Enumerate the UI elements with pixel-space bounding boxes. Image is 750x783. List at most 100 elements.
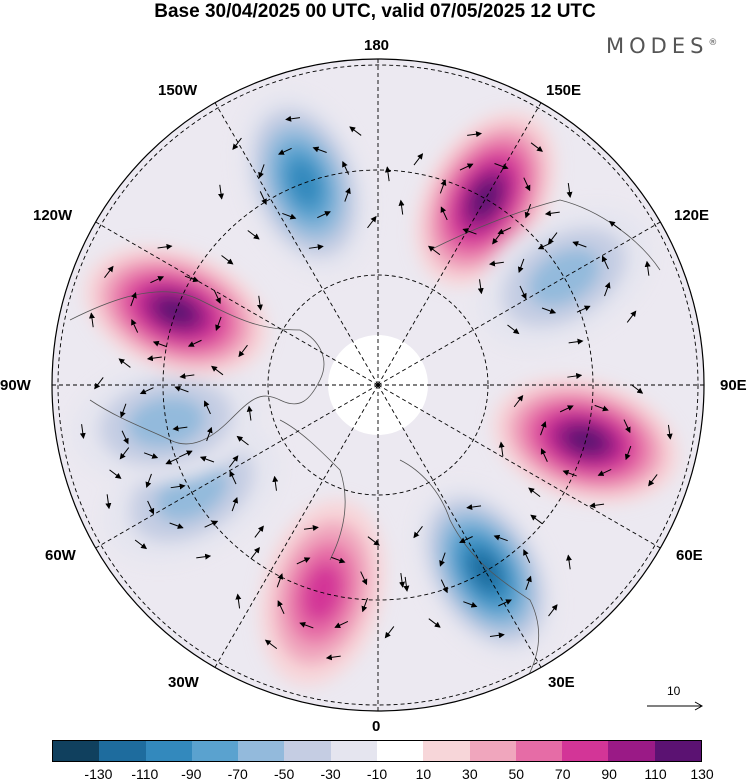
colorbar bbox=[52, 740, 702, 762]
colorbar-bin bbox=[608, 741, 655, 761]
wind-arrow bbox=[344, 187, 351, 202]
lon-label-60e: 60E bbox=[676, 547, 703, 564]
wind-arrow bbox=[303, 525, 319, 531]
wind-arrow bbox=[259, 191, 267, 205]
wind-vectors bbox=[79, 115, 673, 661]
colorbar-bin bbox=[53, 741, 100, 761]
lon-label-0: 0 bbox=[372, 718, 381, 735]
wind-arrow bbox=[118, 358, 131, 368]
wind-arrow bbox=[246, 405, 253, 421]
wind-arrow bbox=[623, 419, 631, 434]
wind-arrow bbox=[523, 177, 531, 192]
wind-arrow bbox=[361, 597, 368, 613]
wind-arrow bbox=[459, 536, 473, 544]
wind-arrow bbox=[399, 572, 406, 588]
positive-anomaly-contour bbox=[470, 179, 501, 218]
colorbar-bin bbox=[423, 741, 470, 761]
colorbar-bin bbox=[376, 741, 424, 761]
negative-anomaly-contour bbox=[287, 159, 322, 207]
wind-arrow bbox=[256, 295, 263, 311]
wind-arrow bbox=[94, 377, 104, 390]
wind-arrow bbox=[221, 255, 234, 265]
modes-logo: MODES® bbox=[606, 34, 718, 58]
reference-vector: 10 bbox=[645, 684, 705, 714]
wind-arrow bbox=[206, 426, 213, 442]
wind-arrow bbox=[477, 279, 484, 295]
lon-label-120w: 120W bbox=[33, 207, 73, 224]
latitude-circle bbox=[267, 274, 489, 496]
colorbar-bin bbox=[191, 741, 239, 761]
wind-arrow bbox=[334, 621, 349, 628]
wind-arrow bbox=[530, 142, 544, 152]
colorbar-tick-label: 30 bbox=[462, 766, 478, 782]
wind-arrow bbox=[403, 576, 410, 592]
wind-arrow bbox=[524, 204, 532, 219]
meridian-line bbox=[214, 384, 379, 668]
wind-arrow bbox=[178, 450, 193, 458]
wind-arrow bbox=[231, 496, 239, 512]
wind-arrow bbox=[236, 435, 249, 446]
wind-arrow bbox=[232, 137, 242, 150]
colorbar-bin bbox=[562, 741, 609, 761]
colorbar-tick-label: 10 bbox=[415, 766, 432, 782]
wind-arrow bbox=[150, 276, 165, 284]
wind-arrow bbox=[143, 452, 159, 459]
wind-arrow bbox=[105, 494, 112, 510]
latitude-circle bbox=[162, 169, 594, 601]
wind-arrow bbox=[644, 260, 651, 276]
wind-arrow bbox=[566, 183, 573, 198]
wind-arrow bbox=[519, 285, 527, 300]
wind-arrow bbox=[540, 448, 548, 462]
colorbar-tick-label: 130 bbox=[690, 766, 714, 782]
wind-arrow bbox=[211, 365, 224, 376]
wind-arrow bbox=[172, 425, 188, 432]
meridian-line bbox=[377, 102, 542, 386]
meridian-line bbox=[95, 221, 379, 386]
chart-title: Base 30/04/2025 00 UTC, valid 07/05/2025… bbox=[154, 1, 596, 22]
wind-arrow bbox=[604, 281, 611, 297]
wind-arrow bbox=[199, 456, 215, 463]
lon-label-30e: 30E bbox=[548, 674, 575, 691]
wind-arrow bbox=[367, 536, 380, 546]
wind-arrow bbox=[562, 470, 577, 477]
wind-arrow bbox=[174, 385, 189, 393]
wind-arrow bbox=[312, 146, 327, 153]
wind-arrow bbox=[296, 557, 311, 565]
colorbar-tick-label: -50 bbox=[274, 766, 295, 782]
wind-arrow bbox=[439, 179, 447, 194]
wind-arrow bbox=[203, 400, 211, 415]
colorbar-bin bbox=[515, 741, 563, 761]
wind-arrow bbox=[559, 405, 574, 413]
wind-arrow bbox=[134, 539, 148, 550]
wind-arrow bbox=[218, 184, 224, 200]
wind-arrow bbox=[567, 372, 583, 379]
wind-arrow bbox=[308, 244, 324, 251]
wind-arrow bbox=[342, 160, 350, 175]
wind-arrow bbox=[459, 163, 474, 171]
colorbar-tick-label: -30 bbox=[320, 766, 341, 782]
wind-arrow bbox=[576, 305, 591, 313]
wind-arrow bbox=[548, 604, 558, 617]
wind-arrow bbox=[299, 622, 314, 629]
wind-arrow bbox=[119, 447, 130, 460]
colorbar-tick-label: 50 bbox=[508, 766, 525, 782]
lon-label-150e: 150E bbox=[546, 82, 582, 99]
wind-arrow bbox=[594, 404, 609, 412]
wind-arrow bbox=[530, 514, 543, 525]
wind-arrow bbox=[169, 522, 184, 529]
wind-arrow bbox=[247, 230, 260, 240]
colorbar-bin bbox=[469, 741, 516, 761]
wind-arrow bbox=[440, 206, 448, 221]
wind-arrow bbox=[250, 546, 260, 560]
wind-arrow bbox=[215, 316, 222, 331]
reference-arrow-icon bbox=[647, 701, 704, 711]
lon-label-150w: 150W bbox=[158, 82, 198, 99]
wind-arrow bbox=[498, 599, 512, 607]
wind-arrow bbox=[589, 502, 605, 509]
wind-arrow bbox=[608, 220, 622, 231]
wind-arrow bbox=[272, 475, 279, 491]
wind-arrow bbox=[165, 457, 180, 465]
wind-arrow bbox=[488, 260, 504, 267]
wind-arrow bbox=[666, 424, 673, 440]
